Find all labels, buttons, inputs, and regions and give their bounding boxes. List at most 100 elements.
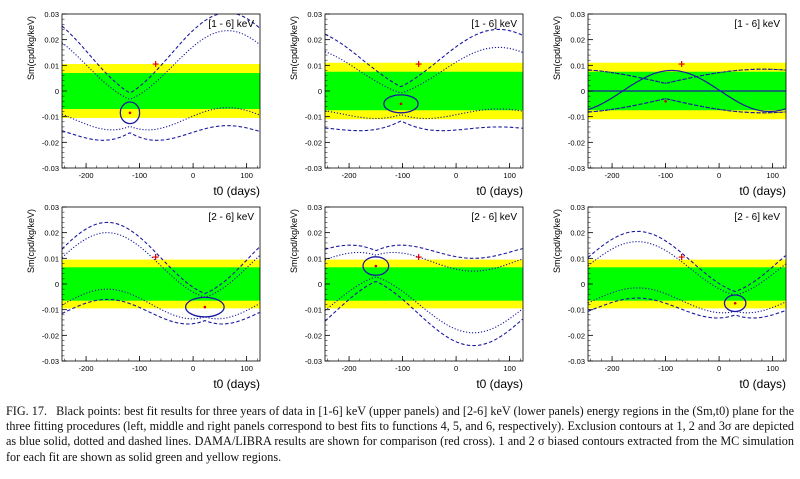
green-band-1sigma	[62, 267, 260, 301]
y-tick-label: -0.01	[568, 113, 585, 122]
x-tick-label: -100	[395, 364, 410, 373]
y-tick-label: 0.01	[44, 61, 59, 70]
contour-3sigma	[62, 298, 260, 325]
y-tick-label: 0.01	[570, 254, 585, 263]
best-fit-point	[374, 264, 378, 268]
panel-upper-right: 0.03 0.02 0.01 0 -0.01 -0.02 -0.03 -200 -100 0 100…	[552, 10, 787, 198]
x-tick-label: -100	[395, 171, 410, 180]
contour-2sigma	[325, 46, 523, 94]
x-tick-label: 100	[503, 364, 516, 373]
contour-2sigma	[588, 98, 786, 114]
y-tick-label: -0.01	[305, 306, 322, 315]
panel-lower-right: 0.03 0.02 0.01 0 -0.01 -0.02 -0.03 -200 -100 0 100…	[552, 203, 787, 391]
contour-1sigma	[119, 101, 141, 125]
y-tick-label: -0.02	[42, 331, 59, 340]
energy-region-label: [2 - 6] keV	[734, 212, 780, 223]
contour-2sigma	[325, 108, 523, 120]
caption-label: FIG. 17.	[6, 404, 48, 418]
contour-2sigma	[62, 288, 260, 320]
y-tick-label: 0	[55, 87, 59, 96]
panel-lower-left: 0.03 0.02 0.01 0 -0.01 -0.02 -0.03 -200 -100 0 100…	[26, 203, 261, 391]
x-tick-label: -200	[79, 364, 94, 373]
panel-upper-middle: 0.03 0.02 0.01 0 -0.01 -0.02 -0.03 -200 -100 0 100…	[289, 10, 524, 198]
y-axis-label: Sm(cpd/kg/keV)	[552, 209, 562, 273]
contour-1sigma-curve	[588, 69, 786, 113]
contour-2sigma	[588, 68, 786, 84]
plot-area	[588, 61, 786, 120]
x-tick-label: 0	[717, 171, 721, 180]
y-tick-label: 0.03	[307, 10, 322, 19]
best-fit-point	[128, 111, 132, 115]
y-tick-label: -0.01	[305, 113, 322, 122]
y-tick-label: 0	[581, 280, 585, 289]
y-tick-label: 0	[318, 280, 322, 289]
y-tick-label: -0.03	[42, 357, 59, 366]
x-axis-label: t0 (days)	[476, 377, 523, 391]
y-tick-label: -0.02	[305, 138, 322, 147]
contour-1sigma	[184, 296, 225, 318]
energy-region-label: [1 - 6] keV	[208, 19, 254, 30]
x-tick-label: -200	[605, 171, 620, 180]
best-fit-point	[664, 99, 667, 103]
y-tick-label: -0.01	[568, 306, 585, 315]
x-tick-label: 0	[454, 364, 458, 373]
y-tick-label: 0.01	[307, 61, 322, 70]
y-axis-label: Sm(cpd/kg/keV)	[289, 16, 299, 80]
y-tick-label: -0.03	[568, 357, 585, 366]
y-tick-label: 0	[55, 280, 59, 289]
y-tick-label: 0	[318, 87, 322, 96]
energy-region-label: [2 - 6] keV	[471, 212, 517, 223]
x-axis-label: t0 (days)	[213, 184, 260, 198]
contour-1sigma	[723, 294, 747, 313]
contour-3sigma	[62, 221, 260, 295]
y-tick-label: 0.02	[44, 229, 59, 238]
green-band-1sigma	[588, 267, 786, 301]
energy-region-label: [1 - 6] keV	[734, 19, 780, 30]
contour-2sigma	[62, 232, 260, 298]
green-band-1sigma	[325, 71, 523, 111]
x-tick-label: -100	[132, 364, 147, 373]
x-tick-label: -100	[658, 171, 673, 180]
contour-1sigma	[362, 256, 390, 276]
x-tick-label: 100	[766, 171, 779, 180]
plot-area	[325, 28, 523, 132]
figure-caption: FIG. 17. Black points: best fit results …	[6, 404, 794, 465]
x-tick-label: 100	[766, 364, 779, 373]
y-tick-label: -0.01	[42, 306, 59, 315]
contour-3sigma	[325, 281, 523, 347]
y-tick-label: 0.03	[44, 10, 59, 19]
x-tick-label: -200	[342, 171, 357, 180]
contour-2sigma	[588, 241, 786, 296]
y-tick-label: 0.02	[307, 229, 322, 238]
dama-libra-cross	[415, 61, 422, 68]
x-tick-label: -200	[342, 364, 357, 373]
y-tick-label: 0.03	[307, 203, 322, 212]
contour-2sigma	[588, 287, 786, 314]
y-tick-label: 0.03	[570, 10, 585, 19]
x-tick-label: 100	[240, 171, 253, 180]
plot-area	[325, 244, 523, 347]
plot-area	[62, 221, 260, 325]
contour-1sigma	[383, 94, 419, 114]
y-tick-label: -0.02	[305, 331, 322, 340]
y-tick-label: 0.03	[44, 203, 59, 212]
best-fit-point	[203, 305, 207, 309]
contour-3sigma	[325, 120, 523, 132]
y-tick-label: -0.03	[305, 357, 322, 366]
panel-lower-middle: 0.03 0.02 0.01 0 -0.01 -0.02 -0.03 -200 -100 0 100…	[289, 203, 524, 391]
contour-3sigma	[588, 297, 786, 319]
contour-2sigma	[325, 251, 523, 272]
plot-area	[588, 230, 786, 319]
y-tick-label: -0.03	[568, 164, 585, 173]
contour-3sigma	[62, 125, 260, 141]
panel-upper-left: 0.03 0.02 0.01 0 -0.01 -0.02 -0.03 -200 -100 0 100…	[26, 10, 261, 198]
y-tick-label: 0.02	[570, 229, 585, 238]
x-axis-label: t0 (days)	[739, 184, 786, 198]
y-tick-label: -0.03	[305, 164, 322, 173]
x-tick-label: 0	[454, 171, 458, 180]
x-axis-label: t0 (days)	[213, 377, 260, 391]
y-tick-label: 0.01	[44, 254, 59, 263]
dama-libra-cross	[152, 61, 159, 68]
dama-libra-cross	[678, 61, 685, 68]
x-tick-label: 0	[191, 364, 195, 373]
